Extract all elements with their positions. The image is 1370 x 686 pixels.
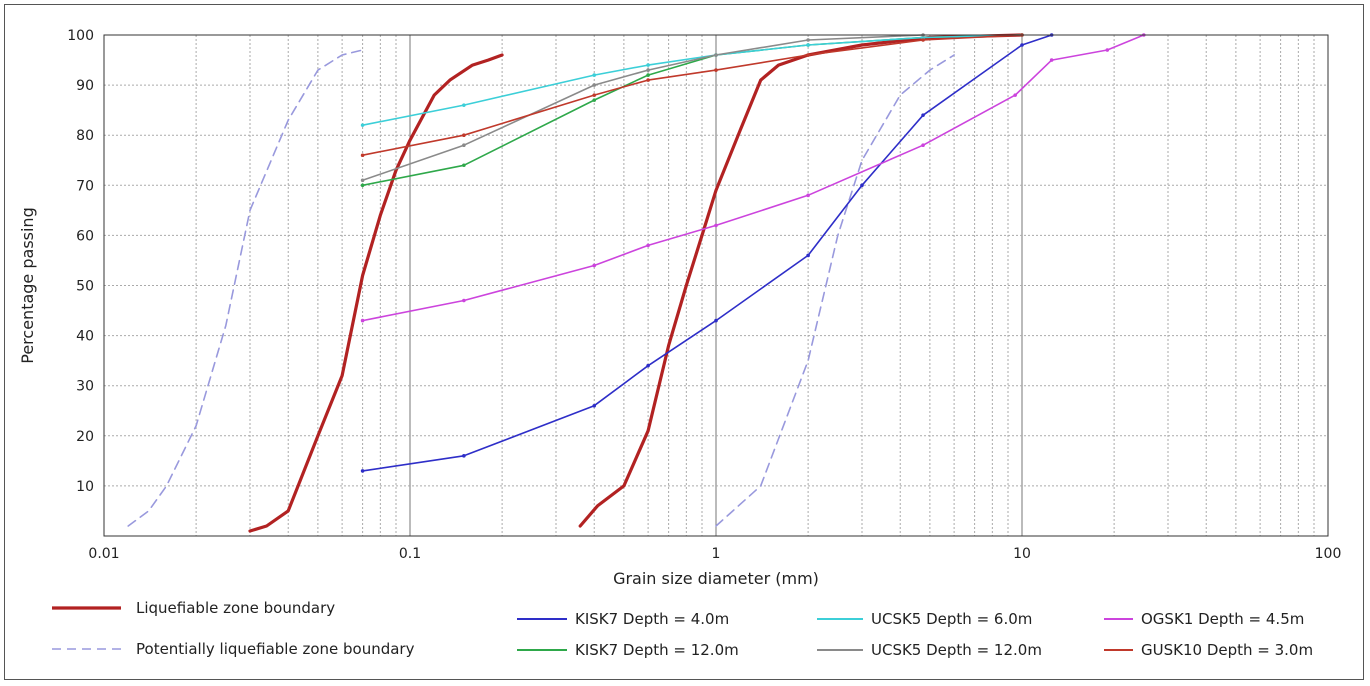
y-tick-label: 30	[76, 379, 94, 395]
data-point	[592, 73, 597, 77]
series-line	[362, 34, 924, 182]
legend: Liquefiable zone boundary Potentially liq…	[52, 599, 1313, 659]
data-point	[462, 143, 466, 148]
data-point	[714, 223, 718, 228]
data-point	[592, 263, 597, 268]
legend-label: Liquefiable zone boundary	[136, 599, 335, 617]
data-point	[806, 38, 810, 42]
x-tick-label: 100	[1315, 546, 1342, 562]
x-tick-label: 10	[1013, 546, 1031, 562]
legend-label: KISK7 Depth = 4.0m	[575, 610, 729, 628]
data-point	[714, 53, 718, 57]
data-point	[646, 63, 650, 67]
data-point	[592, 403, 597, 408]
figure-frame: 0.01 0.1 1 10 100 10 20 30 40 50 60 70 80 90 100 Grain…	[4, 4, 1364, 680]
legend-label: UCSK5 Depth = 12.0m	[871, 641, 1042, 659]
potentially-liquefiable-boundary-line	[127, 49, 364, 527]
data-point	[360, 123, 365, 127]
x-tick-label: 1	[712, 546, 721, 562]
x-tick-label: 0.1	[399, 546, 421, 562]
curves	[127, 33, 1146, 533]
grid	[103, 34, 1328, 536]
data-point	[806, 253, 810, 258]
x-tick-label: 0.01	[88, 546, 119, 562]
y-tick-label: 10	[76, 479, 94, 495]
data-point	[921, 38, 925, 42]
data-point	[1020, 43, 1024, 47]
tick-labels: 0.01 0.1 1 10 100 10 20 30 40 50 60 70 80 90 100	[67, 28, 1341, 562]
legend-label: UCSK5 Depth = 6.0m	[871, 610, 1032, 628]
data-point	[646, 243, 650, 248]
liquefiable-boundary-line	[578, 33, 1024, 528]
data-point	[462, 133, 466, 137]
y-tick-label: 60	[76, 228, 94, 244]
data-point	[806, 193, 810, 198]
data-point	[921, 35, 925, 40]
series-line	[362, 34, 1052, 472]
legend-label: Potentially liquefiable zone boundary	[136, 640, 415, 658]
legend-label: OGSK1 Depth = 4.5m	[1141, 610, 1304, 628]
series-line	[362, 34, 1023, 187]
data-point	[921, 113, 925, 117]
legend-label: KISK7 Depth = 12.0m	[575, 641, 739, 659]
data-point	[462, 103, 466, 107]
data-point	[1105, 48, 1110, 52]
data-point	[714, 318, 718, 323]
x-axis-title: Grain size diameter (mm)	[613, 569, 819, 588]
data-point	[462, 298, 466, 303]
data-point	[646, 68, 650, 72]
y-axis-title: Percentage passing	[18, 207, 37, 363]
grain-size-chart: 0.01 0.1 1 10 100 10 20 30 40 50 60 70 80 90 100 Grain…	[18, 28, 1341, 659]
data-point	[592, 98, 597, 102]
data-point	[806, 43, 810, 47]
data-point	[646, 73, 650, 77]
data-point	[921, 143, 925, 148]
data-point	[360, 153, 365, 158]
data-point	[1013, 93, 1017, 97]
data-point	[360, 183, 365, 188]
series-line	[362, 34, 1023, 156]
series-line	[362, 34, 1145, 322]
data-point	[462, 454, 466, 458]
data-point	[646, 78, 650, 82]
data-point	[860, 183, 864, 188]
y-tick-label: 90	[76, 78, 94, 94]
data-point	[462, 163, 466, 168]
data-point	[714, 68, 718, 72]
data-point	[360, 469, 365, 473]
y-tick-label: 40	[76, 329, 94, 345]
data-point	[1049, 58, 1054, 62]
series-line	[362, 34, 1023, 126]
data-point	[592, 83, 597, 87]
data-point	[646, 363, 650, 368]
y-tick-label: 100	[67, 28, 94, 44]
data-point	[592, 93, 597, 97]
data-point	[360, 318, 365, 323]
y-tick-label: 70	[76, 178, 94, 194]
data-point	[360, 178, 365, 183]
y-tick-label: 80	[76, 128, 94, 144]
potentially-liquefiable-boundary-line	[715, 54, 955, 527]
y-tick-label: 20	[76, 429, 94, 445]
legend-label: GUSK10 Depth = 3.0m	[1141, 641, 1313, 659]
data-point	[806, 53, 810, 57]
plot-border	[103, 34, 1329, 537]
y-tick-label: 50	[76, 279, 94, 295]
liquefiable-boundary-line	[248, 53, 504, 533]
